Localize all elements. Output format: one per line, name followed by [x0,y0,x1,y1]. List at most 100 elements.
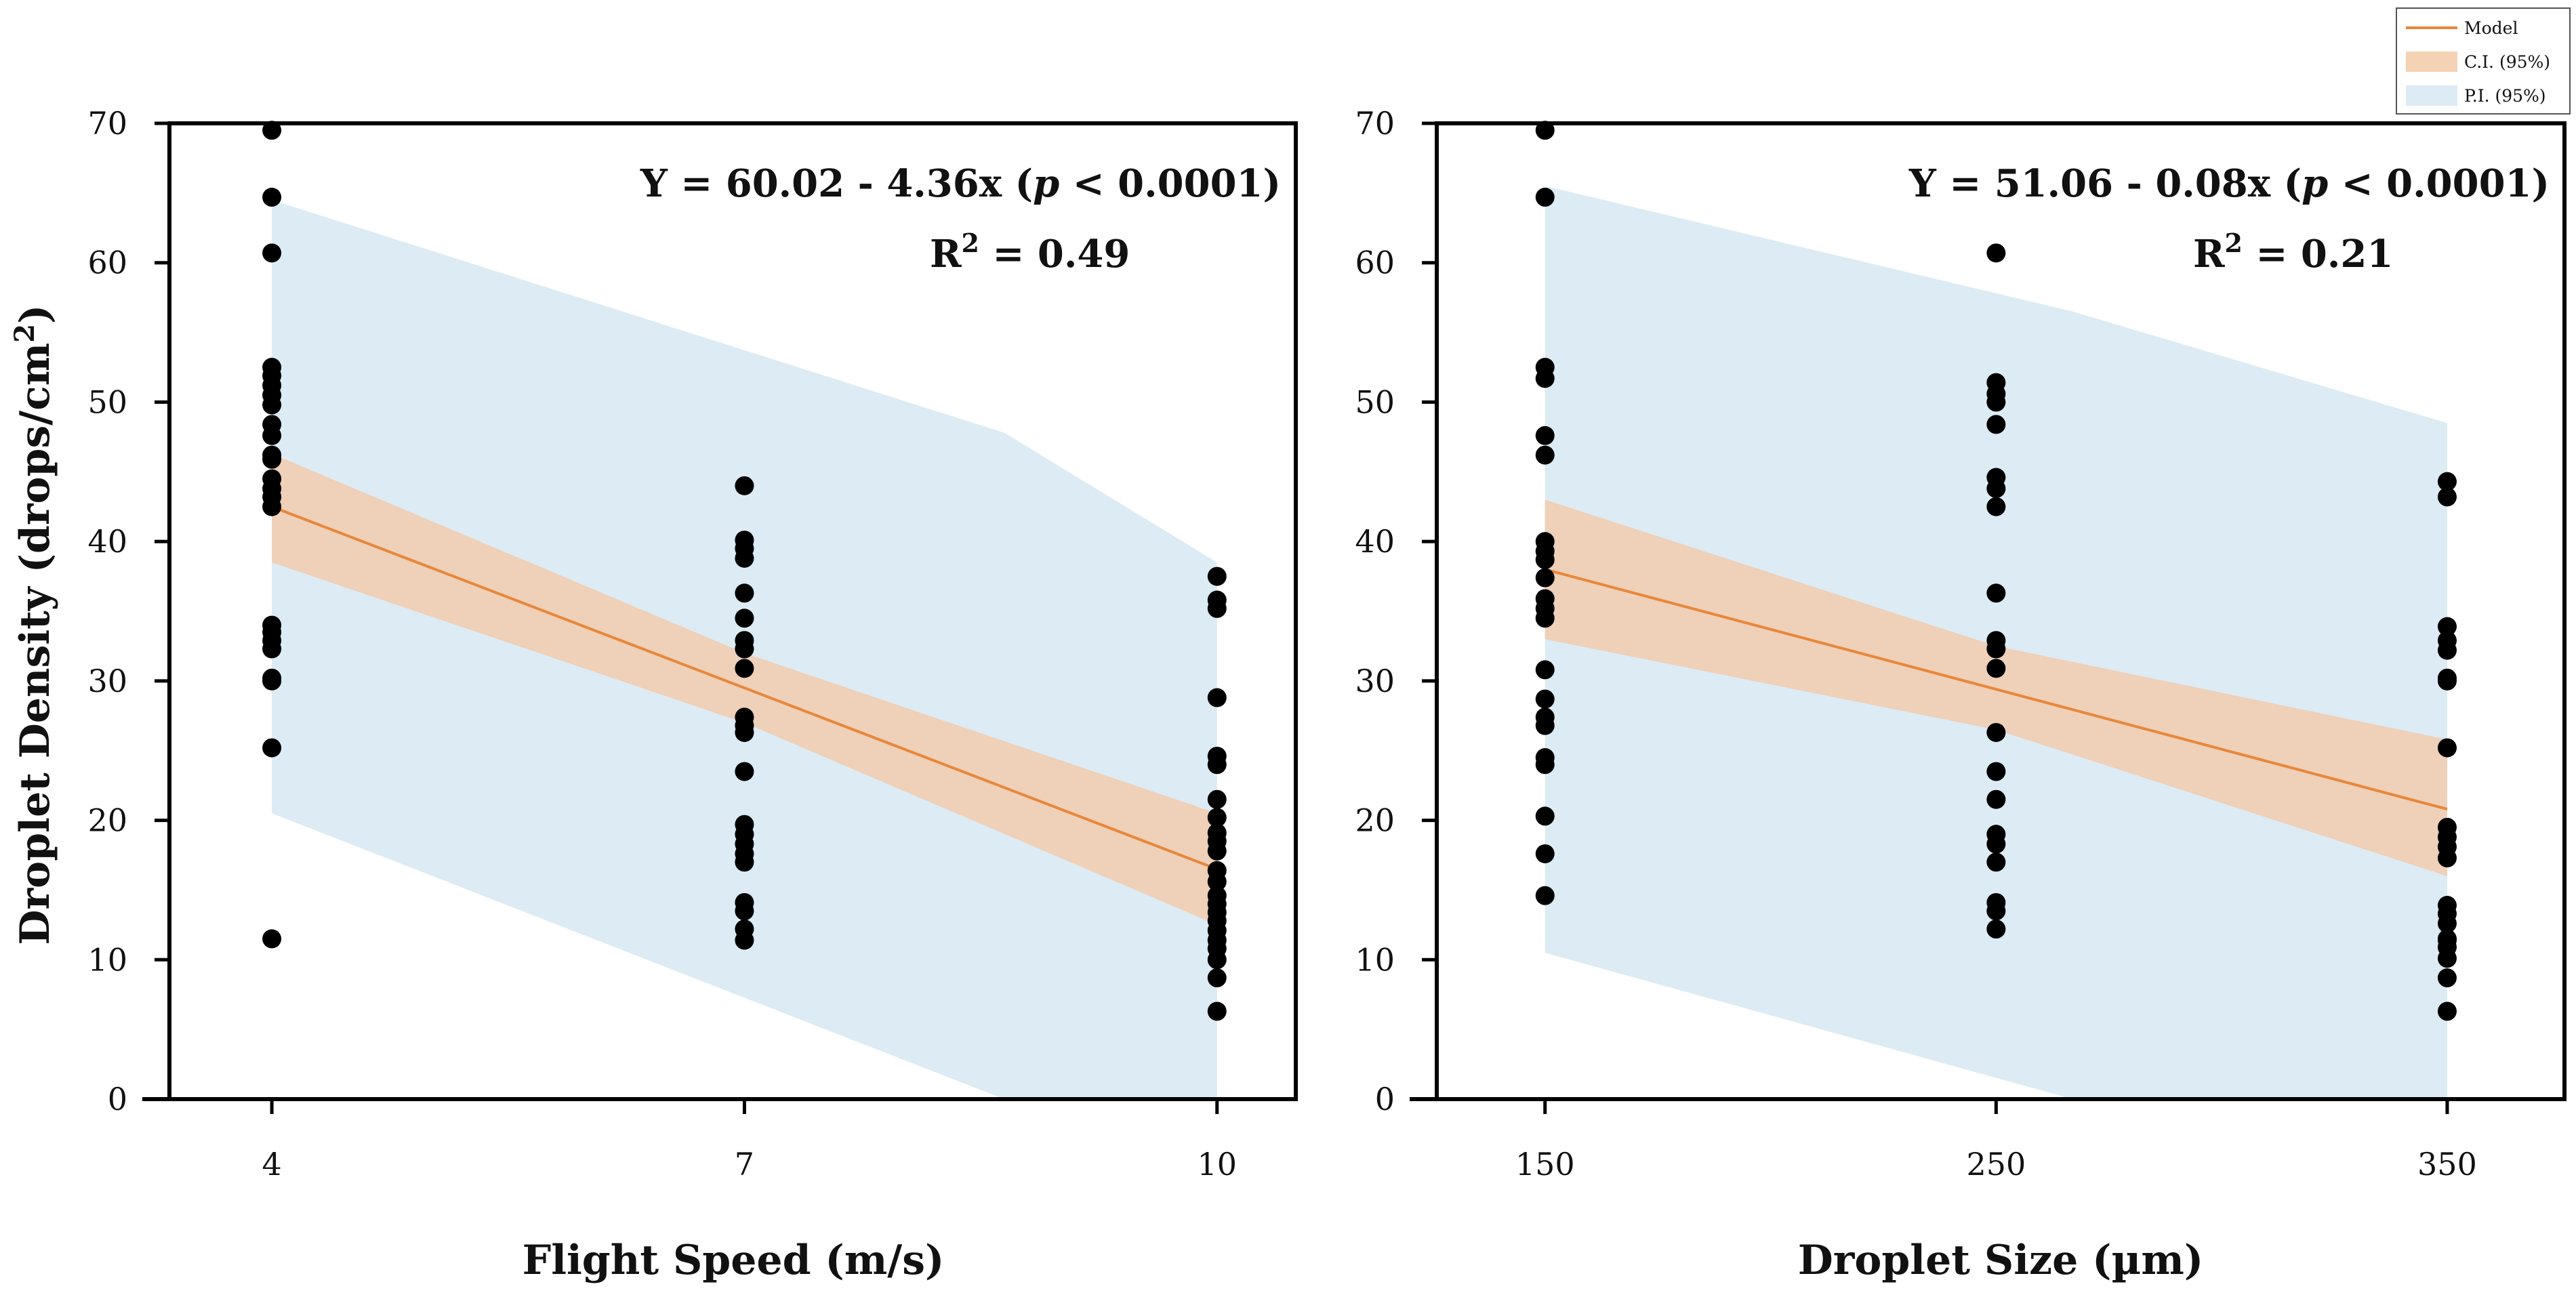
data-point [1535,426,1555,445]
regression-equation: Y = 51.06 - 0.08x (p < 0.0001) [1908,161,2550,206]
data-point [1207,755,1227,775]
data-point [1535,716,1555,735]
data-point [1207,789,1227,809]
data-point [1207,950,1227,970]
r-squared: R2 = 0.49 [930,228,1130,276]
data-point [262,121,282,140]
x-axis-title: Droplet Size (µm) [1798,1237,2204,1284]
data-point [1535,660,1555,680]
data-point [1535,609,1555,628]
data-point [1207,567,1227,586]
regression-equation: Y = 60.02 - 4.36x (p < 0.0001) [640,161,1281,206]
x-tick-label: 250 [1966,1146,2026,1182]
x-tick-label: 350 [2417,1146,2477,1182]
data-point [2437,738,2457,758]
data-point [2437,949,2457,968]
data-point [2437,472,2457,491]
data-point [735,548,754,568]
y-tick-label: 40 [1355,523,1395,560]
legend-ci-label: C.I. (95%) [2464,52,2550,72]
data-point [262,622,282,642]
data-point [1535,689,1555,709]
data-point [1207,808,1227,827]
data-point [262,738,282,758]
data-point [735,476,754,495]
x-tick-label: 150 [1515,1146,1575,1182]
data-point [2437,913,2457,933]
y-tick-label: 40 [87,523,127,560]
data-point [262,395,282,415]
y-ticks: 0 10 20 30 40 50 60 70 [1355,105,1437,1117]
data-point [1535,806,1555,826]
data-point [735,930,754,950]
data-point [735,762,754,781]
data-point [262,639,282,659]
data-point [1535,121,1555,140]
model-line [271,505,1218,871]
data-point [1986,722,2006,742]
y-tick-label: 10 [87,941,127,978]
y-tick-label: 0 [1375,1081,1395,1117]
y-tick-label: 20 [87,802,127,839]
data-point [1986,920,2006,939]
x-tick-label: 7 [735,1146,754,1182]
y-tick-label: 20 [1355,802,1395,839]
y-ticks: 0 10 20 30 40 50 60 70 [87,105,169,1117]
r-squared: R2 = 0.21 [2193,228,2393,276]
data-point [1535,445,1555,465]
data-point [1986,415,2006,434]
x-ticks: 150 250 350 [1410,1097,2564,1182]
data-point [735,901,754,921]
y-tick-label: 0 [108,1081,127,1117]
data-point [262,243,282,263]
y-tick-label: 50 [87,384,127,420]
data-point [262,671,282,691]
data-point [1986,478,2006,498]
y-tick-label: 50 [1355,384,1395,420]
data-point [1986,583,2006,603]
data-point [1207,872,1227,892]
y-tick-label: 70 [1355,105,1395,142]
x-tick-label: 10 [1198,1146,1238,1182]
legend-model-label: Model [2464,18,2518,38]
data-point [1535,568,1555,588]
y-tick-label: 10 [1355,941,1395,978]
data-point [1986,834,2006,854]
data-point [262,497,282,516]
legend-pi-label: P.I. (95%) [2464,86,2546,106]
data-point [1207,968,1227,988]
y-tick-label: 30 [1355,663,1395,699]
x-tick-label: 4 [262,1146,281,1182]
data-point [2437,487,2457,507]
data-points [1535,121,2457,1021]
legend-ci-swatch [2406,52,2457,72]
data-point [1986,243,2006,263]
data-point [2437,968,2457,988]
data-point [735,583,754,603]
data-point [1535,550,1555,569]
data-points [262,121,1227,1021]
y-tick-label: 60 [1355,245,1395,281]
data-point [735,722,754,742]
data-point [1207,1002,1227,1021]
x-axis-title: Flight Speed (m/s) [523,1237,945,1284]
model-line [1545,568,2448,811]
data-point [735,639,754,659]
data-point [1986,789,2006,809]
data-point [262,445,282,465]
y-tick-label: 70 [87,105,127,142]
data-point [1986,762,2006,781]
data-point [2437,848,2457,868]
legend: Model C.I. (95%) P.I. (95%) [2396,7,2571,115]
data-point [1986,497,2006,516]
x-ticks: 4 7 10 [142,1097,1296,1182]
data-point [735,609,754,628]
data-point [1535,844,1555,863]
data-point [1535,886,1555,905]
data-point [1535,369,1555,388]
data-point [1207,841,1227,861]
data-point [1986,852,2006,872]
data-point [2437,1002,2457,1021]
data-point [1207,598,1227,618]
